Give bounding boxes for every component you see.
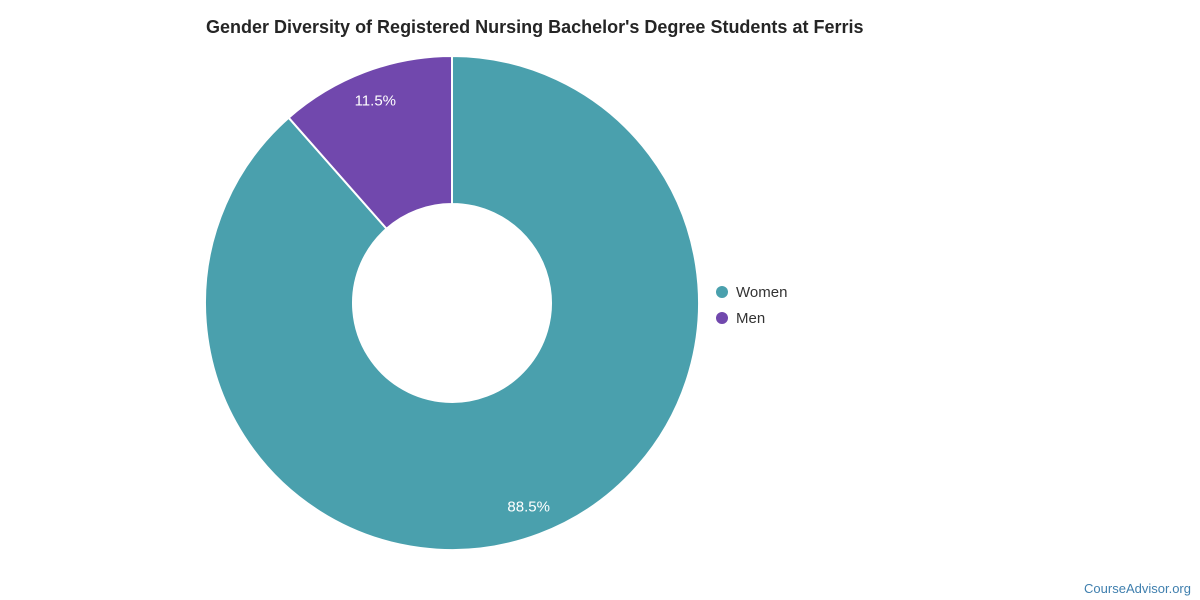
legend-label-men: Men bbox=[736, 309, 766, 327]
chart-title: Gender Diversity of Registered Nursing B… bbox=[206, 17, 864, 37]
legend-label-women: Women bbox=[736, 283, 788, 301]
watermark-link[interactable]: CourseAdvisor.org bbox=[1084, 581, 1191, 596]
slice-label-men: 11.5% bbox=[355, 92, 396, 109]
legend-swatch-men-icon bbox=[716, 312, 728, 324]
legend-item-men[interactable]: Men bbox=[716, 305, 787, 331]
legend-swatch-women-icon bbox=[716, 286, 728, 298]
pie-slice-men[interactable] bbox=[287, 55, 453, 230]
pie-slice-women[interactable] bbox=[204, 55, 700, 551]
legend-item-women[interactable]: Women bbox=[716, 279, 787, 305]
slice-label-women: 88.5% bbox=[507, 498, 550, 515]
legend: Women Men bbox=[716, 279, 787, 331]
